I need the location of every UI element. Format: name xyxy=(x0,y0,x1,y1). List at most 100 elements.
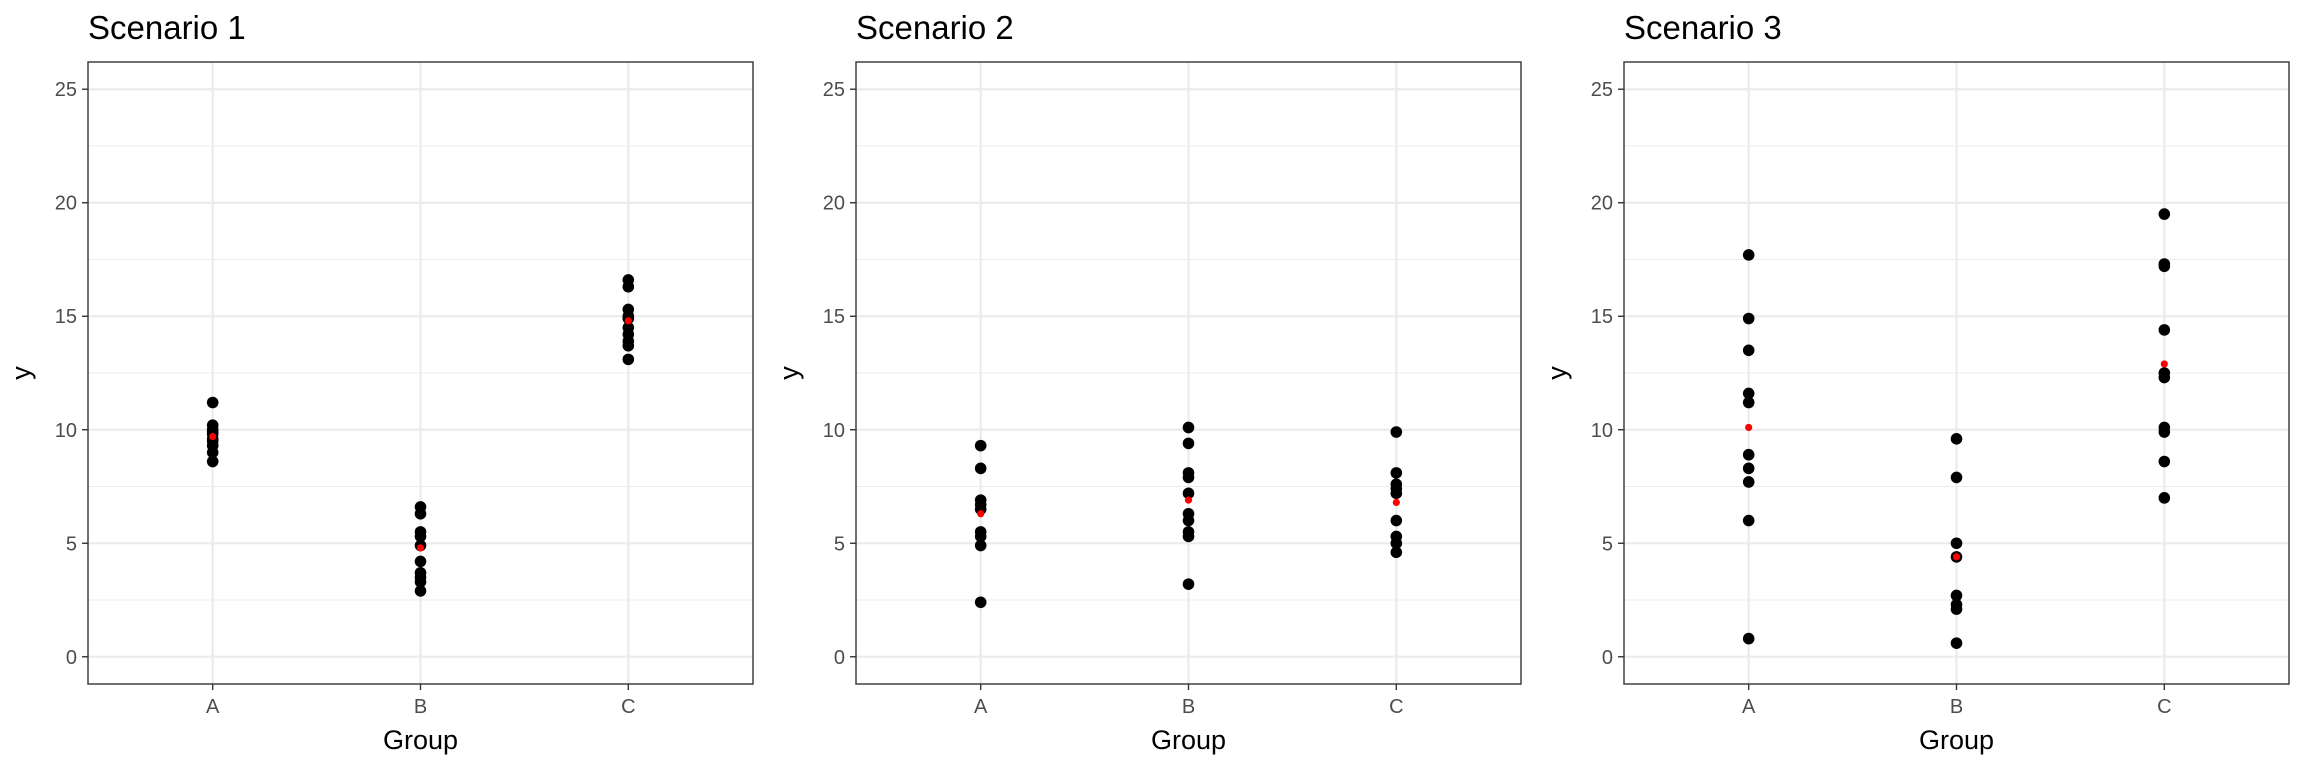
data-point-A xyxy=(206,396,219,409)
x-tick-label: B xyxy=(1950,696,1963,718)
data-point-B xyxy=(414,576,427,588)
data-point-A xyxy=(1742,249,1755,261)
y-tick-label: 15 xyxy=(55,306,77,328)
data-point-A xyxy=(1742,476,1755,488)
data-point-B xyxy=(414,507,427,520)
data-point-A xyxy=(974,596,987,609)
data-point-A xyxy=(1742,462,1755,475)
data-point-C xyxy=(1390,514,1403,527)
data-point-C xyxy=(1390,546,1403,559)
data-point-A xyxy=(206,455,219,468)
y-tick-label: 5 xyxy=(1602,533,1613,555)
data-point-C xyxy=(2158,260,2171,273)
x-tick-label: A xyxy=(206,696,220,718)
panel-title: Scenario 1 xyxy=(88,9,246,46)
data-point-B xyxy=(1182,530,1195,543)
mean-point-B xyxy=(416,544,425,552)
y-tick-label: 20 xyxy=(55,193,77,215)
x-tick-label: B xyxy=(1182,696,1195,718)
y-tick-label: 20 xyxy=(1591,193,1613,215)
data-point-C xyxy=(622,353,635,366)
data-point-C xyxy=(2158,324,2171,336)
data-point-B xyxy=(1950,537,1963,550)
x-tick-label: C xyxy=(1389,696,1403,718)
mean-point-C xyxy=(2160,360,2168,368)
data-point-C xyxy=(2158,455,2171,468)
data-point-C xyxy=(1390,467,1403,479)
x-axis-title: Group xyxy=(383,725,458,755)
panel-scenario-3: 0 5 10 15 20 25 A B C Group y Scenario 3 xyxy=(1542,9,2290,755)
data-point-A xyxy=(1742,514,1755,527)
data-point-A xyxy=(1742,312,1755,325)
data-point-B xyxy=(414,555,427,568)
data-point-C xyxy=(2158,371,2171,384)
mean-point-A xyxy=(977,510,985,518)
data-point-B xyxy=(1182,421,1195,434)
y-tick-label: 10 xyxy=(55,420,77,442)
y-tick-label: 0 xyxy=(66,647,77,669)
data-point-A xyxy=(1742,344,1755,357)
data-point-B xyxy=(1950,589,1963,602)
y-tick-label: 0 xyxy=(1602,647,1613,669)
x-tick-label: A xyxy=(1742,696,1756,718)
data-point-B xyxy=(414,585,427,597)
data-point-A xyxy=(1742,632,1755,645)
mean-point-C xyxy=(624,317,632,325)
x-axis-title: Group xyxy=(1919,725,1994,755)
data-point-B xyxy=(1182,578,1195,590)
y-tick-label: 5 xyxy=(834,533,845,555)
data-point-A xyxy=(974,439,987,452)
data-point-A xyxy=(974,530,987,543)
x-tick-label: C xyxy=(621,696,635,718)
mean-point-A xyxy=(209,432,217,441)
data-point-A xyxy=(1742,396,1755,409)
data-point-C xyxy=(1390,426,1403,438)
data-point-B xyxy=(1182,514,1195,527)
data-point-C xyxy=(2158,426,2171,438)
data-point-A xyxy=(1742,448,1755,461)
data-point-B xyxy=(1950,433,1963,445)
data-point-A xyxy=(1742,387,1755,400)
data-point-B xyxy=(1950,471,1963,484)
y-axis-title: y xyxy=(774,366,804,380)
data-point-B xyxy=(414,530,427,543)
mean-point-A xyxy=(1745,423,1753,432)
x-tick-label: C xyxy=(2157,696,2171,718)
x-axis-title: Group xyxy=(1151,725,1226,755)
data-point-A xyxy=(206,446,219,459)
data-point-A xyxy=(974,539,987,552)
mean-point-C xyxy=(1392,498,1400,506)
panel-scenario-1: 0 5 10 15 20 25 A B C Group y Scenario 1 xyxy=(6,9,754,755)
data-point-B xyxy=(1182,487,1195,500)
y-tick-label: 0 xyxy=(834,647,845,669)
y-tick-label: 15 xyxy=(823,306,845,328)
data-point-C xyxy=(2158,492,2171,504)
y-tick-label: 25 xyxy=(823,79,845,101)
data-point-C xyxy=(2158,208,2171,220)
panel-title: Scenario 2 xyxy=(856,9,1014,46)
panel-title: Scenario 3 xyxy=(1624,9,1782,46)
y-tick-label: 20 xyxy=(823,193,845,215)
mean-point-B xyxy=(1184,496,1193,504)
x-tick-label: B xyxy=(414,696,427,718)
y-axis-title: y xyxy=(6,366,36,380)
panel-scenario-2: 0 5 10 15 20 25 A B C Group y Scenario 2 xyxy=(774,9,1522,755)
data-point-B xyxy=(1182,471,1195,484)
y-tick-label: 25 xyxy=(1591,79,1613,101)
data-point-B xyxy=(1950,603,1963,615)
x-tick-label: A xyxy=(974,696,988,718)
data-point-C xyxy=(1390,487,1403,500)
data-point-C xyxy=(1390,537,1403,550)
y-tick-label: 10 xyxy=(823,420,845,442)
data-point-B xyxy=(1950,637,1963,649)
y-tick-label: 10 xyxy=(1591,420,1613,442)
data-point-C xyxy=(622,280,635,293)
y-tick-label: 15 xyxy=(1591,306,1613,328)
y-tick-label: 5 xyxy=(66,533,77,555)
y-tick-label: 25 xyxy=(55,79,77,101)
mean-point-B xyxy=(1952,553,1961,561)
y-axis-title: y xyxy=(1542,366,1572,380)
data-point-B xyxy=(1182,437,1195,450)
data-point-A xyxy=(974,462,987,475)
